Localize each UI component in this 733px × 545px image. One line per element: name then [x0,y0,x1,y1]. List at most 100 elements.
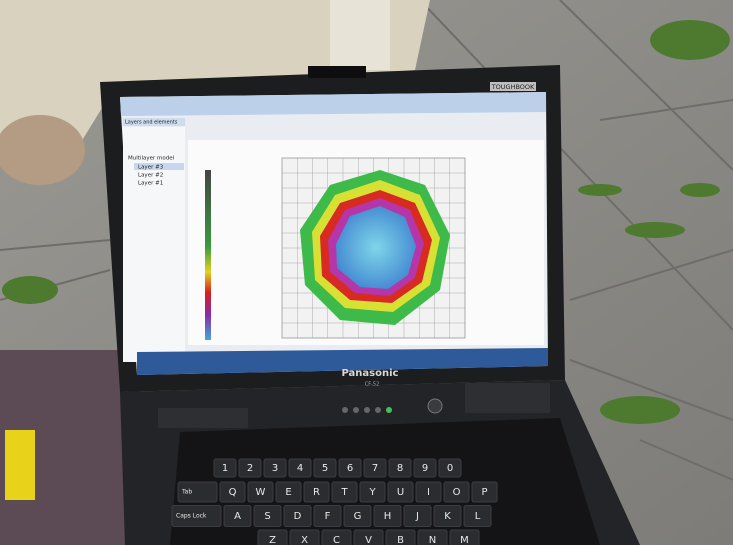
key-label: E [285,487,291,498]
key-label: Q [229,487,237,498]
key-cap [283,505,312,527]
key-cap [253,505,282,527]
key-label: Z [269,535,276,545]
key-label: 8 [397,463,403,474]
key: T [331,481,358,503]
key-cap [413,458,437,478]
key-cap [223,505,252,527]
key-cap [343,505,372,527]
key: C [321,529,352,545]
key-label: L [475,511,481,522]
key: 5 [313,458,337,478]
key-cap [177,481,218,503]
key: O [443,481,470,503]
key: B [385,529,416,545]
key-label: J [415,511,419,522]
key-label: 0 [447,463,453,474]
key-label: W [256,487,266,498]
key-label: 3 [272,463,278,474]
key-cap [289,529,320,545]
brand-plate [490,82,536,91]
key-label: 6 [347,463,353,474]
key-label: D [294,511,302,522]
key-label: K [444,511,451,522]
key: K [433,505,462,527]
key-cap [321,529,352,545]
key: Tab [177,481,218,503]
lid-brand: TOUGHBOOK [491,83,535,91]
key: 3 [263,458,287,478]
model-name: CF-52 [365,382,380,388]
key: I [415,481,442,503]
key: 8 [388,458,412,478]
key: 0 [438,458,462,478]
key-label: 1 [222,463,228,474]
key-label: Caps Lock [176,513,207,520]
tree-item: Layer #3 [138,165,164,171]
key-label: S [264,511,270,522]
key-label: 9 [422,463,428,474]
tree-item: Multilayer model [128,156,175,162]
key-cap [313,505,342,527]
key: Q [219,481,246,503]
key-cap [275,481,302,503]
weeds [2,20,730,424]
key-label: X [301,535,308,545]
key-label: 5 [322,463,328,474]
key-cap [463,505,492,527]
key: Caps Lock [171,505,222,527]
key-label: V [365,535,372,545]
taskbar [137,348,548,375]
ribbon [120,92,546,116]
key-label: C [333,535,340,545]
key: V [353,529,384,545]
key-cap [338,458,362,478]
key-label: 4 [297,463,303,474]
key-cap [363,458,387,478]
key: G [343,505,372,527]
panel-header [123,118,185,126]
key: H [373,505,402,527]
key-cap [417,529,448,545]
wall-corner [330,0,390,70]
key-label: H [384,511,392,522]
key-label: N [429,535,436,545]
keyboard: 1 2 3 4 5 6 7 8 9 0 Tab Q W E R T Y U I O P Caps Lock A S D F G H J K… [171,458,498,545]
key: U [387,481,414,503]
key-cap [385,529,416,545]
color-bar [205,170,211,340]
key-label: I [427,487,430,498]
key-label: 7 [372,463,378,474]
key: 1 [213,458,237,478]
key-label: A [234,511,241,522]
key-label: T [340,487,348,498]
pot [0,115,85,185]
key: D [283,505,312,527]
key-label: O [453,487,461,498]
key-label: G [354,511,362,522]
key-cap [471,481,498,503]
key-cap [213,458,237,478]
key: F [313,505,342,527]
key: S [253,505,282,527]
key: 2 [238,458,262,478]
resistivity-map [300,170,450,325]
key-cap [238,458,262,478]
key: Y [359,481,386,503]
key-label: F [325,511,331,522]
key-cap [433,505,462,527]
key-cap [257,529,288,545]
key-label: Tab [181,489,192,496]
key: 7 [363,458,387,478]
status-leds [342,407,392,413]
key-label: U [397,487,404,498]
key-cap [303,481,330,503]
key-cap [438,458,462,478]
tree-item: Layer #2 [138,173,163,179]
key: 4 [288,458,312,478]
key: X [289,529,320,545]
latch [308,66,366,78]
key: L [463,505,492,527]
